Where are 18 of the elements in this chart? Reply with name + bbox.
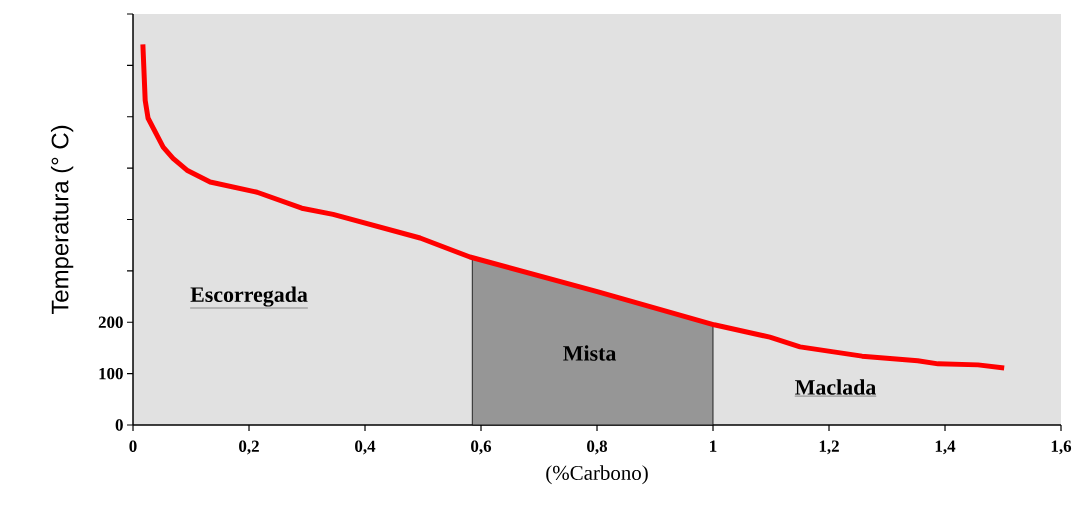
x-tick-label: 0,4 (355, 440, 376, 455)
x-axis-title: (%Carbono) (546, 465, 648, 485)
line-series (140, 41, 1007, 371)
x-tick-label: 1 (710, 440, 717, 452)
y-axis-title: Temperatura (° C) (50, 125, 74, 315)
annotation: Mista (563, 345, 617, 361)
y-tick-label: 200 (98, 316, 123, 328)
x-tick-label: 0 (129, 440, 137, 452)
x-tick-label: 0,2 (239, 440, 259, 455)
annotation: Maclada (795, 379, 876, 395)
x-tick-label: 1,6 (1051, 440, 1072, 455)
x-tick-label: 1,2 (819, 440, 839, 455)
x-tick-label: 0,8 (587, 440, 608, 455)
x-tick-label: 1,4 (935, 440, 956, 455)
y-tick-label: 0 (115, 419, 123, 431)
annotation: Escorregada (190, 286, 308, 307)
x-tick-label: 0,6 (471, 440, 492, 455)
y-tick-label: 100 (99, 367, 123, 380)
